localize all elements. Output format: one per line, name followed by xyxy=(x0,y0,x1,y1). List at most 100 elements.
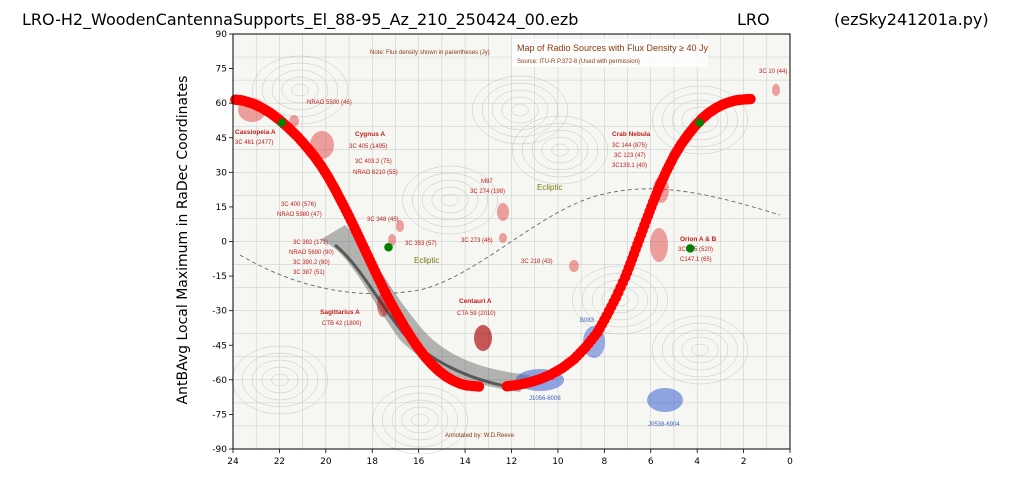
c348-blob xyxy=(396,220,404,232)
figure-title: LRO-H2_WoodenCantennaSupports_El_88-95_A… xyxy=(0,10,1024,34)
label-j0538: J0538-6904 xyxy=(648,422,680,428)
label-3c123: 3C 123 (47) xyxy=(614,153,646,159)
label-sagittarius: Sagittarius A xyxy=(320,309,360,316)
contour-ring xyxy=(472,75,568,145)
y-tick-label: 0 xyxy=(221,238,227,248)
contour-ring xyxy=(271,69,329,111)
data-point-red xyxy=(589,331,600,342)
label-3c144: 3C 144 (875) xyxy=(612,143,647,149)
label-orion: Orion A & B xyxy=(680,236,717,243)
label-nrao5980: NRAO 5980 (47) xyxy=(277,212,322,218)
y-tick-label: -75 xyxy=(212,410,227,420)
title-filename: LRO-H2_WoodenCantennaSupports_El_88-95_A… xyxy=(22,10,579,29)
data-point-red xyxy=(743,93,755,105)
data-point-red xyxy=(599,314,610,326)
data-point-green xyxy=(277,118,286,127)
label-3c10: 3C 10 (44) xyxy=(759,69,787,75)
label-3c353: 3C 353 (57) xyxy=(405,241,437,247)
x-tick-label: 6 xyxy=(648,457,654,467)
contour-ring xyxy=(441,193,459,207)
x-tick-label: 20 xyxy=(320,457,332,467)
label-3c392: 3C 392 (171) xyxy=(293,240,328,246)
contour-ring xyxy=(582,272,659,328)
contour-ring xyxy=(531,129,589,171)
centauri-blob xyxy=(474,325,492,351)
x-axis: 24 22 20 18 16 14 12 10 8 6 4 2 0 xyxy=(227,449,793,467)
c273-blob xyxy=(499,233,507,243)
label-cygnus-2: 3C 403.2 (75) xyxy=(355,159,392,165)
x-tick-label: 22 xyxy=(274,457,285,467)
label-cygnus: Cygnus A xyxy=(355,131,385,138)
data-point-red xyxy=(608,296,619,308)
x-tick-label: 18 xyxy=(367,457,379,467)
contour-ring xyxy=(551,143,569,157)
x-tick-label: 0 xyxy=(787,457,793,467)
ecliptic-label-1: Ecliptic xyxy=(537,183,562,192)
x-tick-label: 24 xyxy=(227,457,239,467)
label-sagittarius-flux: CTB 42 (1800) xyxy=(322,321,361,327)
contour-ring xyxy=(491,89,549,131)
radio-source-map-background: Note: Flux density shown in parentheses … xyxy=(232,33,791,455)
label-cygnus-1: 3C 405 (1495) xyxy=(349,144,387,150)
y-tick-label: -60 xyxy=(212,376,227,386)
contour-ring xyxy=(652,85,748,155)
label-nrao5500: NRAO 5500 (46) xyxy=(307,100,352,106)
label-cassiopeia: Cassiopeia A xyxy=(235,129,276,136)
contour-lines xyxy=(232,55,748,455)
label-centauri-flux: CTA 59 (2010) xyxy=(457,311,496,317)
contour-ring xyxy=(572,265,668,335)
label-crab: Crab Nebula xyxy=(612,131,651,138)
title-site: LRO xyxy=(737,10,770,29)
label-j1056: J1056-6006 xyxy=(529,396,561,402)
label-3c273: 3C 273 (46) xyxy=(461,238,493,244)
y-tick-label: 45 xyxy=(216,134,227,144)
label-3c139: 3C139.1 (40) xyxy=(612,163,647,169)
data-point-green xyxy=(384,243,393,252)
y-axis: 90 75 60 45 30 15 0 -15 -30 -45 -60 -75 -90 xyxy=(212,30,233,455)
contour-ring xyxy=(501,96,539,124)
map-source: Source: ITU-R P.372-8 (Used with permiss… xyxy=(517,59,640,65)
data-point-red xyxy=(653,184,664,195)
label-3c348: 3C 348 (45) xyxy=(367,217,399,223)
data-point-red xyxy=(639,220,650,231)
data-point-red xyxy=(646,201,657,213)
contour-ring xyxy=(681,336,719,364)
orion-blob xyxy=(650,228,668,262)
data-point-red xyxy=(625,258,636,269)
label-3c400: 3C 400 (576) xyxy=(281,202,316,208)
contour-ring xyxy=(262,62,339,118)
x-tick-label: 10 xyxy=(552,457,564,467)
y-tick-label: 60 xyxy=(216,99,228,109)
y-tick-label: -30 xyxy=(212,307,227,317)
data-point-green xyxy=(686,244,695,253)
contour-ring xyxy=(681,106,719,134)
label-3c390: 3C 390.2 (80) xyxy=(293,260,330,266)
y-tick-label: -90 xyxy=(212,445,227,455)
y-tick-label: 30 xyxy=(216,168,228,178)
label-b083: B083 xyxy=(580,318,595,324)
title-program: (ezSky241201a.py) xyxy=(834,10,989,29)
c218-blob xyxy=(569,260,579,272)
c353-blob xyxy=(388,234,396,246)
data-point-red xyxy=(632,239,643,250)
contour-ring xyxy=(431,186,469,214)
label-3c387: 3C 387 (51) xyxy=(293,270,325,276)
c10-blob xyxy=(772,84,780,96)
contour-ring xyxy=(412,172,489,228)
label-cassiopeia-flux: 3C 461 (2477) xyxy=(235,140,273,146)
x-tick-label: 2 xyxy=(741,457,747,467)
y-tick-label: 75 xyxy=(216,65,227,75)
contour-ring xyxy=(402,165,498,235)
x-tick-label: 4 xyxy=(694,457,700,467)
data-point-red xyxy=(470,381,482,392)
contour-ring xyxy=(421,179,479,221)
label-m87: M87 xyxy=(481,179,493,185)
y-tick-label: -15 xyxy=(212,272,227,282)
map-heading: Map of Radio Sources with Flux Density ≥… xyxy=(517,43,709,53)
contour-ring xyxy=(512,115,608,185)
contour-ring xyxy=(522,122,599,178)
contour-ring xyxy=(671,99,729,141)
contour-ring xyxy=(391,399,449,441)
x-tick-label: 8 xyxy=(601,457,607,467)
map-heading-box xyxy=(512,39,708,67)
